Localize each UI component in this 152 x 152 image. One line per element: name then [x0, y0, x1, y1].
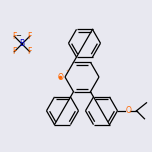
- Text: F: F: [28, 32, 32, 41]
- Text: O: O: [126, 106, 131, 115]
- Text: F: F: [28, 47, 32, 56]
- Text: B: B: [19, 40, 25, 48]
- Text: ⁺: ⁺: [66, 71, 69, 76]
- Text: −: −: [15, 33, 21, 39]
- Text: F: F: [12, 32, 16, 41]
- Text: F: F: [12, 47, 16, 56]
- Text: O: O: [58, 73, 64, 81]
